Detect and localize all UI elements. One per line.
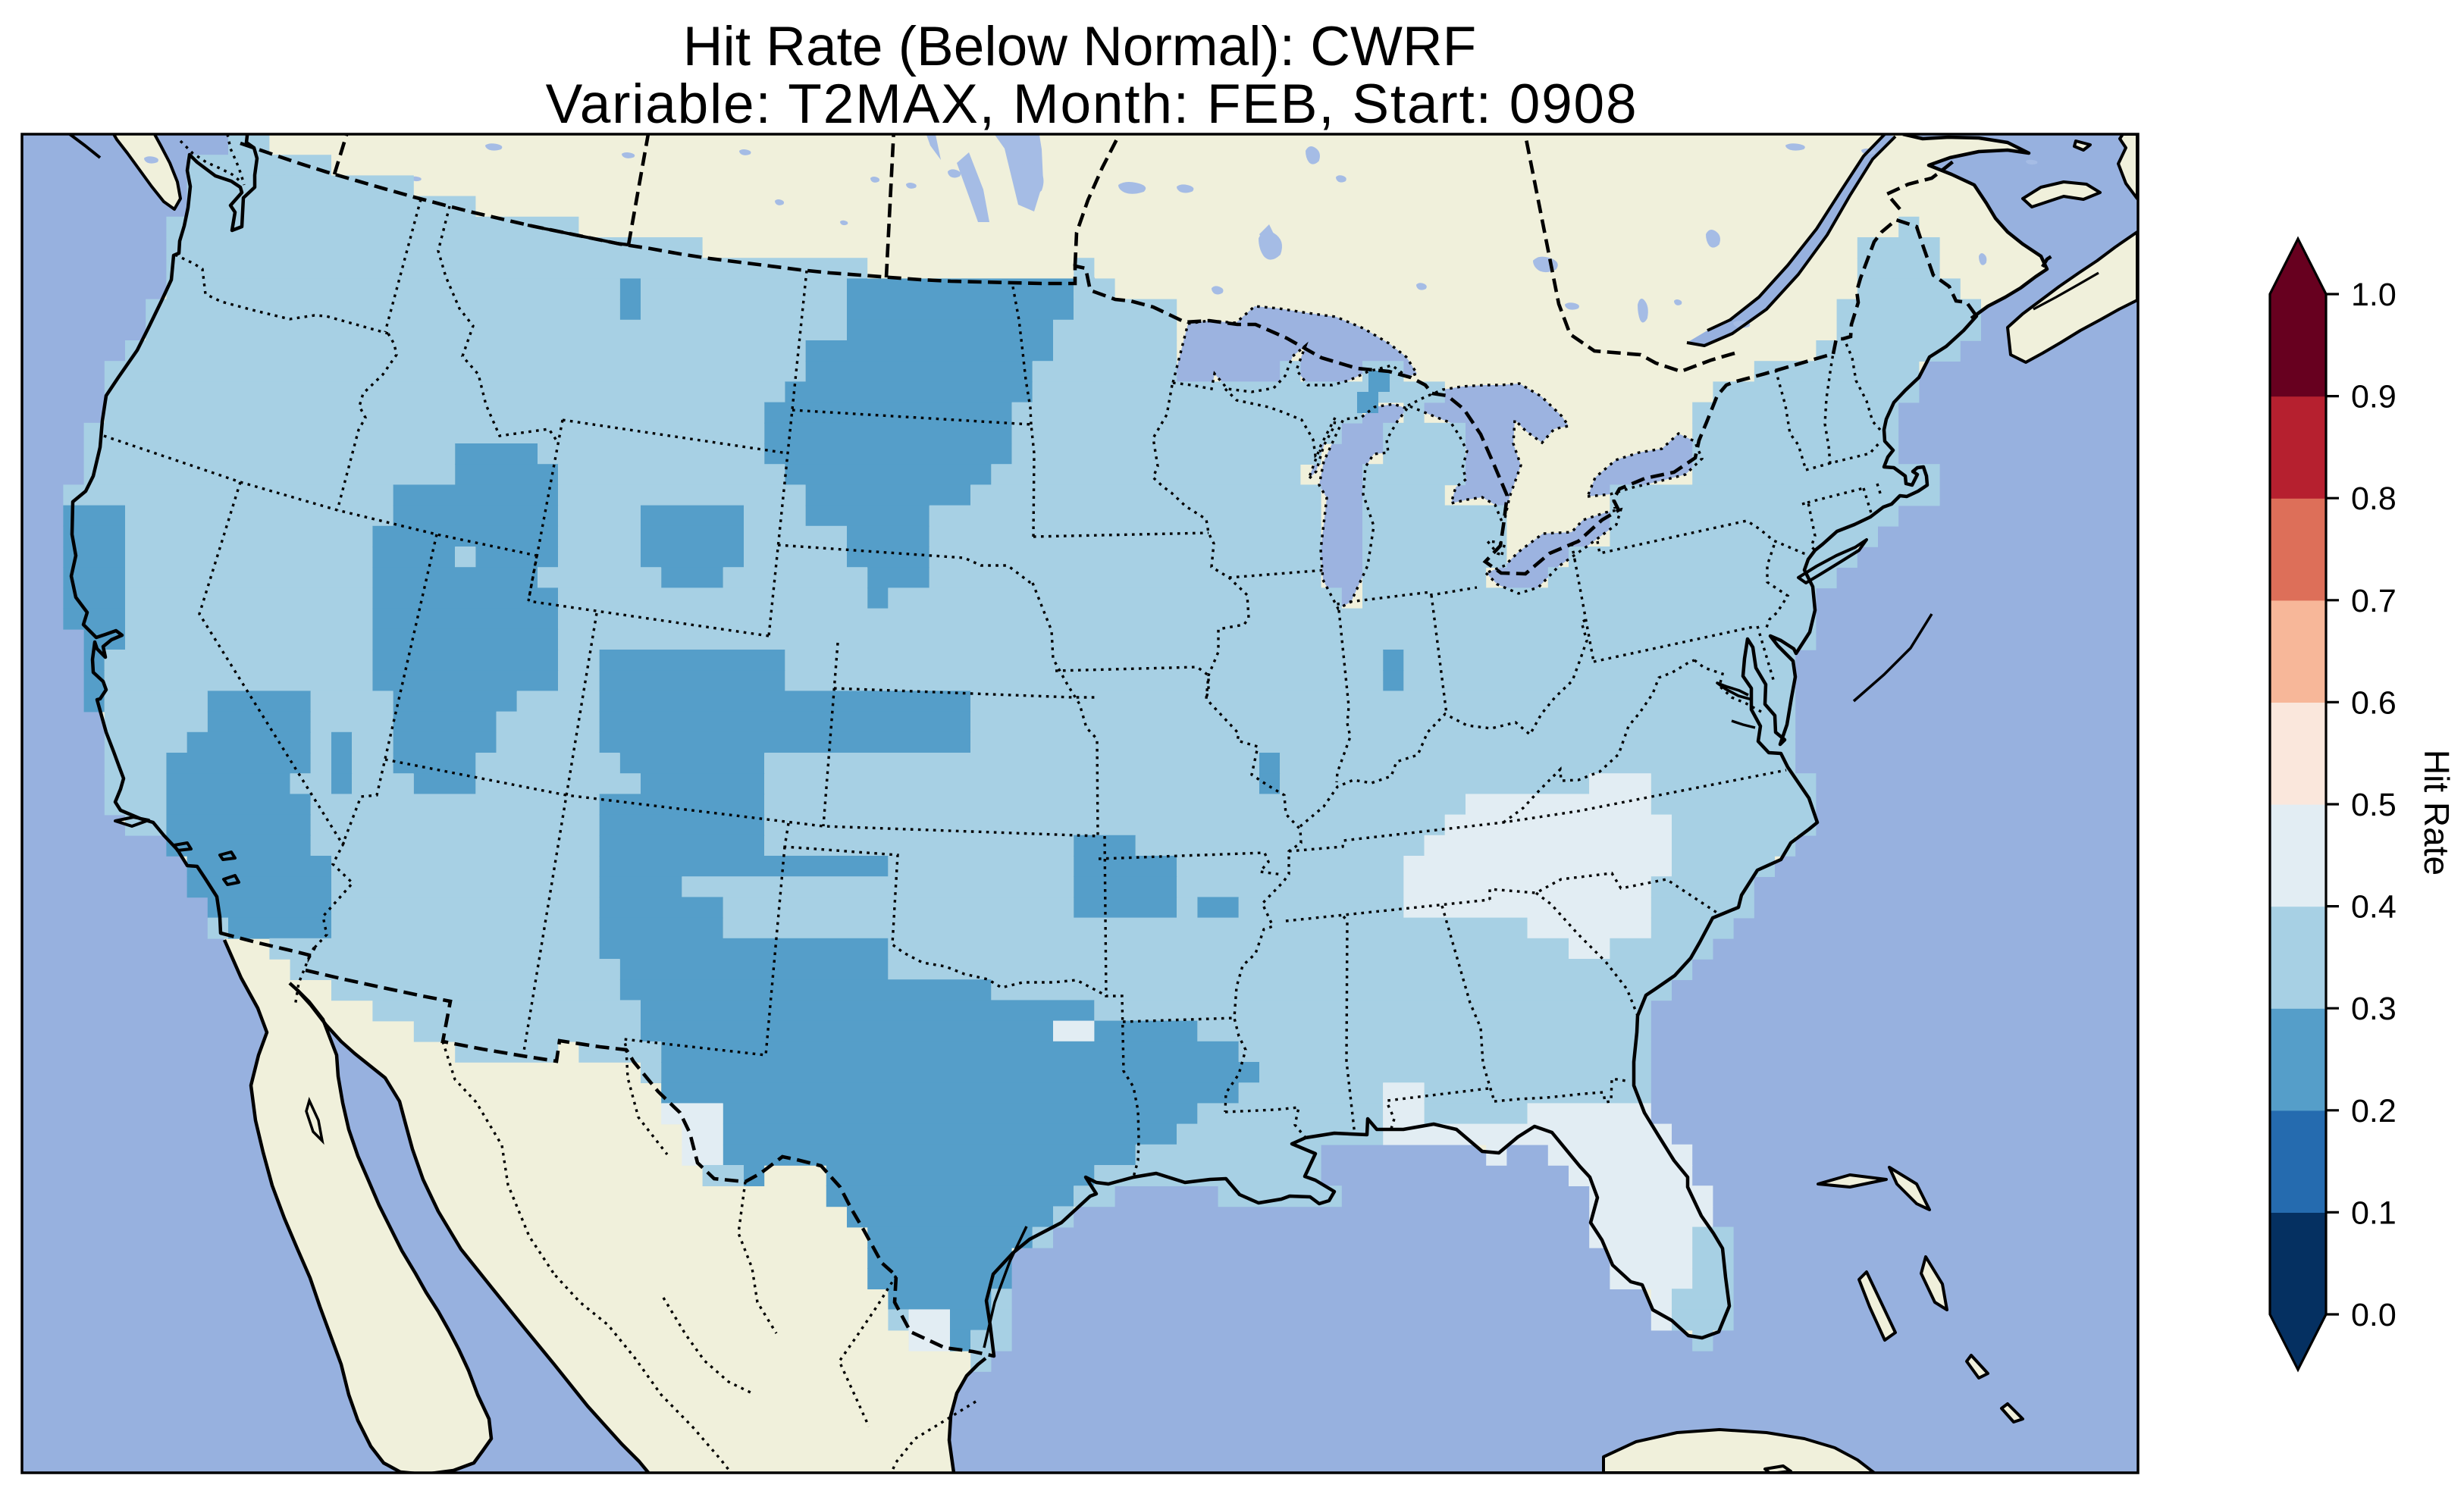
svg-text:0.7: 0.7: [2351, 583, 2397, 619]
svg-text:Variable: T2MAX, Month: FEB, S: Variable: T2MAX, Month: FEB, Start: 0908: [546, 74, 1638, 135]
svg-text:0.4: 0.4: [2351, 889, 2397, 926]
svg-text:Hit Rate: Hit Rate: [2417, 750, 2456, 875]
svg-text:1.0: 1.0: [2351, 277, 2397, 313]
svg-text:0.5: 0.5: [2351, 787, 2397, 823]
svg-text:0.0: 0.0: [2351, 1297, 2397, 1333]
svg-text:0.9: 0.9: [2351, 379, 2397, 415]
svg-text:Hit Rate (Below Normal): CWRF: Hit Rate (Below Normal): CWRF: [683, 16, 1476, 77]
svg-text:0.1: 0.1: [2351, 1195, 2397, 1231]
svg-text:0.6: 0.6: [2351, 684, 2397, 721]
svg-text:0.2: 0.2: [2351, 1093, 2397, 1129]
svg-text:0.3: 0.3: [2351, 991, 2397, 1027]
svg-text:0.8: 0.8: [2351, 481, 2397, 517]
